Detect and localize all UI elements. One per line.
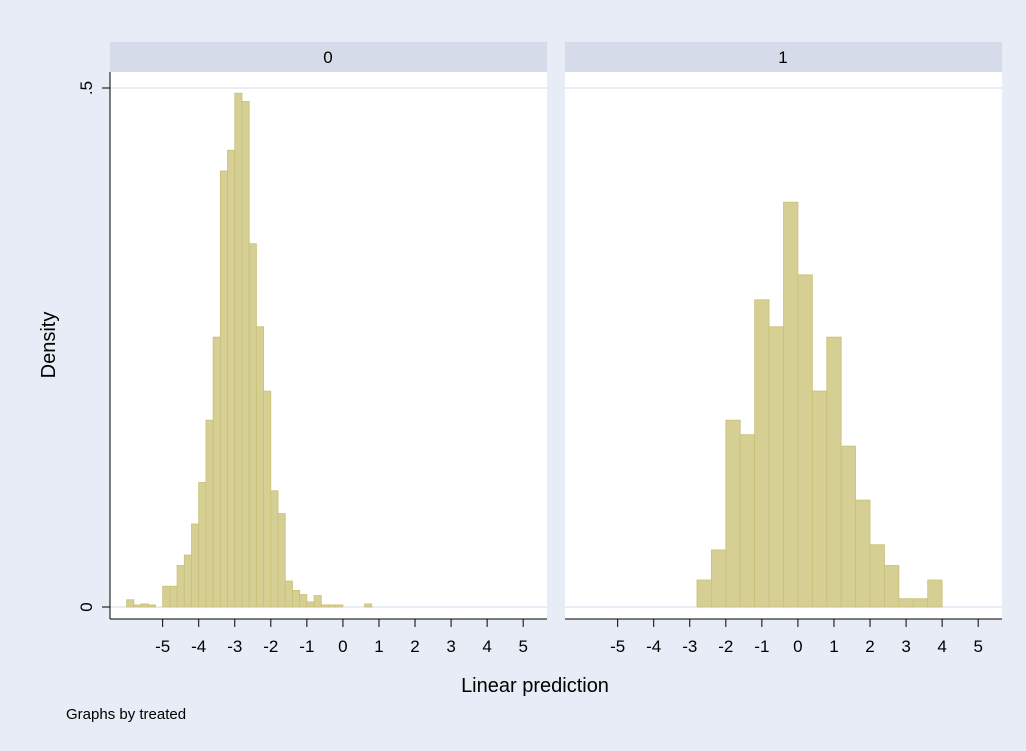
panel-1-x-axis: -5 -4 -3 -2 -1 0 1 2 3 4 5 (565, 618, 1002, 656)
histogram-bar (126, 599, 135, 608)
y-axis-title: Density (38, 312, 60, 379)
histogram-bar (255, 326, 265, 608)
histogram-bar (227, 149, 236, 608)
x-tick-label: -3 (682, 637, 697, 656)
histogram-bar (162, 585, 171, 608)
x-tick-label: 4 (482, 637, 491, 656)
x-tick-label: -2 (718, 637, 733, 656)
x-tick-label: 0 (338, 637, 347, 656)
x-tick-label: 1 (374, 637, 383, 656)
histogram-bar (797, 274, 813, 608)
histogram-bar (147, 604, 156, 608)
x-tick-label: -5 (610, 637, 625, 656)
histogram-bar (133, 604, 142, 608)
histogram-bar (335, 604, 344, 608)
histogram-bar (826, 336, 842, 608)
panel-0: 0 -5 -4 -3 -2 -1 0 1 2 3 4 5 (110, 42, 547, 656)
histogram-bar (248, 243, 257, 608)
histogram-bar (783, 201, 799, 608)
panel-0-bars (126, 92, 373, 608)
histogram-bar (241, 101, 250, 608)
histogram-bar (306, 601, 315, 608)
histogram-bar (292, 589, 301, 608)
histogram-bar (739, 434, 756, 608)
histogram-bar (927, 579, 943, 608)
x-tick-label: -1 (754, 637, 769, 656)
histogram-bar (710, 549, 727, 608)
histogram-bar (811, 390, 828, 608)
histogram-bar (364, 603, 373, 608)
panel-0-plot-area (110, 72, 547, 619)
histogram-bar (313, 595, 322, 608)
histogram-bar (299, 594, 308, 608)
histogram-bar (169, 585, 178, 608)
panel-1: 1 -5 -4 -3 -2 -1 0 1 2 3 4 5 (565, 42, 1002, 656)
histogram-bar (219, 170, 228, 608)
histogram-bar (696, 579, 712, 608)
x-tick-label: 0 (793, 637, 802, 656)
histogram-bar (234, 92, 243, 608)
x-tick-label: 3 (901, 637, 910, 656)
x-tick-label: 2 (865, 637, 874, 656)
x-tick-label: 5 (518, 637, 527, 656)
histogram-bar (212, 336, 221, 608)
histogram-bar (754, 299, 770, 608)
y-tick-label: .5 (77, 81, 96, 95)
histogram-bar (869, 544, 885, 608)
histogram-bar (725, 419, 741, 608)
graph-note: Graphs by treated (66, 706, 186, 723)
histogram-bar (284, 580, 293, 608)
x-tick-label: -1 (299, 637, 314, 656)
panel-0-label: 0 (323, 48, 332, 67)
histogram-bar (898, 598, 914, 608)
histogram-bar (855, 499, 871, 608)
histogram-bar (176, 565, 185, 608)
y-axis: 0.5 (77, 72, 111, 619)
x-tick-label: -3 (227, 637, 242, 656)
histogram-bar (191, 523, 200, 608)
x-tick-label: -4 (191, 637, 206, 656)
x-tick-label: 3 (446, 637, 455, 656)
panel-0-header (110, 42, 547, 72)
x-tick-label: 4 (937, 637, 946, 656)
histogram-bar (263, 390, 272, 608)
x-tick-label: -5 (155, 637, 170, 656)
histogram-bar (912, 598, 929, 608)
panel-1-header (565, 42, 1002, 72)
histogram-bar (328, 604, 337, 608)
panel-1-label: 1 (778, 48, 787, 67)
panel-0-x-axis: -5 -4 -3 -2 -1 0 1 2 3 4 5 (110, 618, 547, 656)
panel-1-bars (696, 201, 943, 608)
histogram-bar (183, 554, 192, 608)
x-tick-label: -2 (263, 637, 278, 656)
histogram-bar (198, 482, 207, 608)
histogram-bar (270, 490, 279, 608)
histogram-bar (320, 604, 329, 608)
histogram-bar (840, 445, 857, 608)
histogram-bar (884, 565, 900, 608)
histogram-bar (277, 513, 286, 608)
histogram-bar (768, 326, 784, 608)
x-tick-label: 5 (973, 637, 982, 656)
x-tick-label: 1 (829, 637, 838, 656)
x-tick-label: 2 (410, 637, 419, 656)
y-tick-label: 0 (77, 602, 96, 611)
histogram-bar (140, 603, 149, 608)
x-tick-label: -4 (646, 637, 661, 656)
x-axis-title: Linear prediction (461, 675, 609, 697)
histogram-bar (205, 419, 214, 608)
